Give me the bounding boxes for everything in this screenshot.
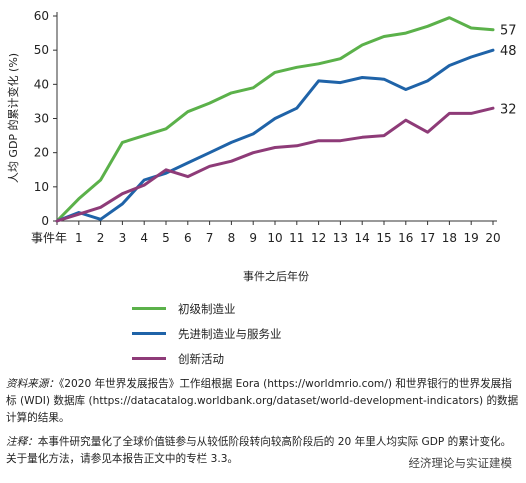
x-tick-label: 事件年 <box>31 231 67 245</box>
x-tick-label: 9 <box>249 231 257 245</box>
x-axis-title: 事件之后年份 <box>243 269 309 283</box>
x-tick-label: 8 <box>228 231 236 245</box>
x-tick-label: 11 <box>289 231 304 245</box>
legend-item-innovation: 创新活动 <box>132 346 282 371</box>
series-end-label: 48 <box>500 44 517 59</box>
chart-end-labels: 57 48 32 <box>500 24 517 118</box>
x-tick-label: 15 <box>376 231 391 245</box>
legend-item-advanced: 先进制造业与服务业 <box>132 321 282 346</box>
y-tick-label: 40 <box>34 77 49 91</box>
series-line-1 <box>55 48 495 223</box>
legend-label: 先进制造业与服务业 <box>178 326 282 341</box>
chart-series <box>55 16 495 223</box>
x-tick-label: 10 <box>267 231 282 245</box>
x-tick-label: 5 <box>162 231 170 245</box>
x-tick-label: 13 <box>333 231 348 245</box>
series-end-label: 32 <box>500 102 517 117</box>
note-text: 本事件研究量化了全球价值链参与从较低阶段转向较高阶段后的 20 年里人均实际 G… <box>6 436 512 465</box>
series-line-2 <box>55 106 495 223</box>
x-tick-label: 17 <box>420 231 435 245</box>
y-tick-label: 50 <box>34 43 49 57</box>
source-text: 《2020 年世界发展报告》工作组根据 Eora (https://worldm… <box>6 378 519 424</box>
x-tick-label: 19 <box>464 231 479 245</box>
x-tick-label: 2 <box>97 231 105 245</box>
source-label: 资料来源： <box>6 378 59 390</box>
x-tick-label: 20 <box>485 231 500 245</box>
x-tick-label: 18 <box>442 231 457 245</box>
x-tick-label: 3 <box>119 231 127 245</box>
legend-label: 初级制造业 <box>178 301 236 316</box>
y-tick-label: 20 <box>34 146 49 160</box>
x-tick-label: 14 <box>355 231 370 245</box>
y-axis-title: 人均 GDP 的累计变化 (%) <box>6 53 20 183</box>
note-label: 注释： <box>6 436 38 448</box>
x-tick-label: 4 <box>140 231 148 245</box>
source-note: 资料来源：《2020 年世界发展报告》工作组根据 Eora (https://w… <box>6 376 521 427</box>
x-tick-label: 12 <box>311 231 326 245</box>
y-tick-label: 10 <box>34 180 49 194</box>
y-tick-label: 0 <box>41 214 49 228</box>
legend-swatch <box>132 357 166 360</box>
y-tick-label: 30 <box>34 112 49 126</box>
legend-label: 创新活动 <box>178 351 224 366</box>
series-end-label: 57 <box>500 24 517 39</box>
x-tick-label: 7 <box>206 231 214 245</box>
x-tick-label: 16 <box>398 231 413 245</box>
legend-swatch <box>132 307 166 310</box>
y-tick-label: 60 <box>34 9 49 23</box>
legend-swatch <box>132 332 166 335</box>
x-tick-label: 6 <box>184 231 192 245</box>
series-line-0 <box>55 16 495 223</box>
chart-legend: 初级制造业 先进制造业与服务业 创新活动 <box>132 296 282 371</box>
x-tick-label: 1 <box>75 231 83 245</box>
figure-notes: 资料来源：《2020 年世界发展报告》工作组根据 Eora (https://w… <box>6 376 521 475</box>
watermark: 经济理论与实证建模 <box>408 456 513 470</box>
legend-item-primary: 初级制造业 <box>132 296 282 321</box>
note-paragraph: 注释：本事件研究量化了全球价值链参与从较低阶段转向较高阶段后的 20 年里人均实… <box>6 434 521 468</box>
